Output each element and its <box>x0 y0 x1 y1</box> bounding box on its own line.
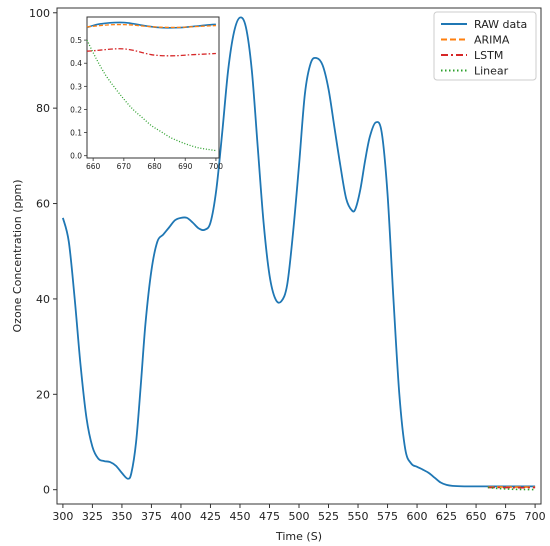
inset-x-tick-label: 700 <box>209 162 224 171</box>
x-tick-label: 475 <box>259 510 280 523</box>
x-tick-label: 350 <box>111 510 132 523</box>
y-tick-label: 80 <box>36 102 50 115</box>
y-tick-label: 0 <box>43 484 50 497</box>
main-series-lines <box>62 16 536 491</box>
inset-y-tick-label: 0.0 <box>70 152 82 161</box>
y-tick-label: 100 <box>29 7 50 20</box>
x-tick-label: 525 <box>318 510 339 523</box>
inset-y-tick-label: 0.2 <box>70 105 82 114</box>
inset-y-tick-label: 0.1 <box>70 129 82 138</box>
y-tick-label: 20 <box>36 388 50 401</box>
inset-x-tick-label: 660 <box>86 162 101 171</box>
x-tick-label: 650 <box>466 510 487 523</box>
x-tick-label: 550 <box>348 510 369 523</box>
x-tick-label: 500 <box>289 510 310 523</box>
legend: RAW data ARIMA LSTM Linear <box>433 11 537 81</box>
legend-entry: Linear <box>474 65 509 78</box>
x-axis-label: Time (S) <box>275 530 322 543</box>
inset-y-tick-label: 0.3 <box>70 82 82 91</box>
x-tick-label: 375 <box>141 510 162 523</box>
y-axis-label: Ozone Concentration (ppm) <box>11 180 24 333</box>
y-tick-label: 40 <box>36 293 50 306</box>
y-tick-label: 60 <box>36 198 50 211</box>
series-line-raw-data <box>62 16 536 488</box>
x-tick-label: 400 <box>170 510 191 523</box>
inset-x-tick-label: 690 <box>178 162 193 171</box>
legend-entry: RAW data <box>474 18 527 31</box>
x-tick-label: 675 <box>495 510 516 523</box>
x-tick-label: 575 <box>377 510 398 523</box>
inset-axis-ticks: 660 670 680 690 700 0.0 0.1 0.2 0.3 0.4 0.5 <box>70 36 223 171</box>
inset-y-tick-label: 0.5 <box>70 36 82 45</box>
inset-plot-area <box>86 16 220 159</box>
x-tick-label: 300 <box>52 510 73 523</box>
x-tick-label: 325 <box>82 510 103 523</box>
x-tick-label: 600 <box>407 510 428 523</box>
main-axis-ticks: 300 325 350 375 400 425 450 475 500 525 550 575 600 6… <box>29 7 546 523</box>
inset-y-tick-label: 0.4 <box>70 59 82 68</box>
inset-series-line-arima <box>86 23 216 29</box>
x-tick-label: 425 <box>200 510 221 523</box>
inset-series-line-lstm <box>86 48 216 57</box>
inset-x-tick-label: 670 <box>117 162 132 171</box>
x-tick-label: 625 <box>436 510 457 523</box>
inset-series-lines <box>86 21 217 152</box>
x-tick-label: 700 <box>525 510 546 523</box>
legend-box <box>433 11 537 81</box>
legend-entry: LSTM <box>474 49 503 62</box>
inset-x-tick-label: 680 <box>147 162 162 171</box>
x-tick-label: 450 <box>229 510 250 523</box>
legend-entry: ARIMA <box>474 34 510 47</box>
